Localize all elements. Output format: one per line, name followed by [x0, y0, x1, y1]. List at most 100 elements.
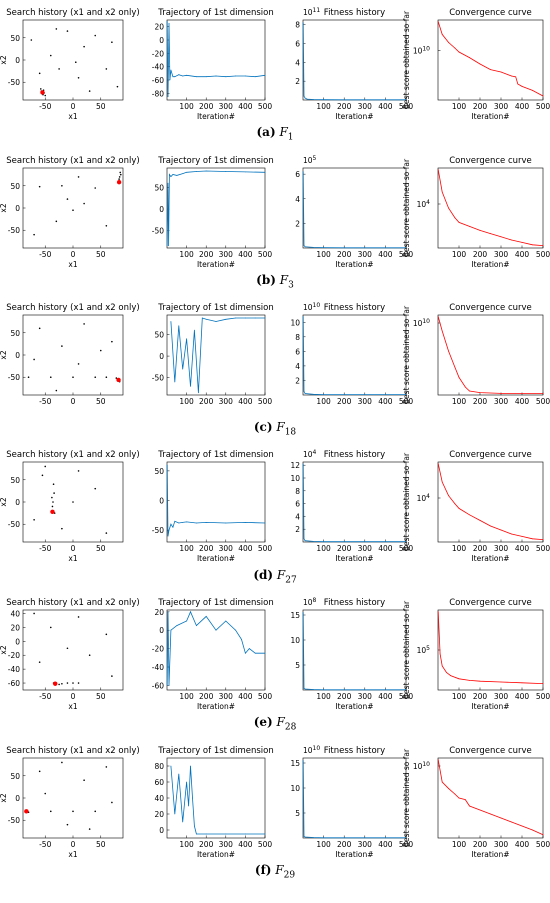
- y-tick-label: -20: [8, 651, 20, 660]
- line-vertex: [312, 689, 314, 690]
- x-tick-label: 400: [378, 250, 393, 259]
- y-tick-label: 0: [15, 637, 20, 646]
- y-tick-label: -40: [8, 665, 20, 674]
- subplot-4-2: Trajectory of 1st dimension 100 200 300 400 5…: [152, 450, 274, 563]
- y-tick-label: 0: [15, 498, 20, 507]
- y-tick-label: 50: [154, 330, 164, 339]
- line-vertex: [511, 75, 512, 77]
- y-tick-label: -50: [8, 373, 20, 382]
- subplot-title: Fitness history: [324, 746, 385, 756]
- y-tick-label: 15: [290, 759, 300, 768]
- x-tick-label: 500: [258, 102, 273, 111]
- line-vertex: [190, 765, 191, 767]
- x-tick-label: 100: [316, 840, 331, 849]
- line-vertex: [167, 96, 169, 98]
- line-vertex: [343, 99, 345, 101]
- axes-frame: [437, 314, 544, 396]
- line-vertex: [194, 825, 195, 827]
- x-tick-label: 200: [473, 102, 488, 111]
- y-tick-exponent: 4: [426, 493, 430, 500]
- y-tick-label: -50: [152, 227, 164, 236]
- x-tick-label: 200: [337, 102, 352, 111]
- search-point: [111, 41, 113, 44]
- subplot-title: Trajectory of 1st dimension: [157, 746, 273, 756]
- search-point: [105, 224, 108, 227]
- line-vertex: [312, 99, 314, 100]
- subplot-title: Convergence curve: [449, 746, 532, 756]
- line-vertex: [500, 71, 502, 73]
- subplot-title: Trajectory of 1st dimension: [157, 8, 273, 18]
- best-point: [40, 90, 45, 95]
- x-axis-label: Iteration#: [471, 260, 509, 269]
- search-point: [58, 68, 60, 70]
- x-tick-label: 400: [515, 397, 530, 406]
- convergence-line: [437, 21, 544, 97]
- caption-function: F: [276, 420, 285, 434]
- line-vertex: [194, 329, 195, 331]
- x-axis-label: Iteration#: [335, 554, 373, 563]
- search-point: [33, 518, 35, 521]
- line-vertex: [312, 837, 314, 838]
- x-axis-label: Iteration#: [335, 112, 373, 121]
- subplot-title: Fitness history: [324, 598, 385, 608]
- x-axis-label: x1: [68, 554, 77, 563]
- line-vertex: [304, 540, 306, 542]
- line-vertex: [225, 76, 227, 78]
- line-vertex: [186, 620, 188, 622]
- line-vertex: [166, 464, 168, 466]
- axes-frame: [166, 757, 266, 839]
- line-vertex: [448, 788, 449, 789]
- line-vertex: [304, 688, 306, 690]
- line-vertex: [405, 247, 407, 249]
- y-tick-label: 20: [154, 23, 164, 32]
- axis-exponent-power: 4: [313, 449, 317, 456]
- x-tick-label: 300: [494, 102, 509, 111]
- x-tick-label: 200: [199, 250, 214, 259]
- line-vertex: [182, 821, 184, 823]
- series-line: [166, 21, 266, 97]
- line-vertex: [323, 247, 324, 249]
- line-vertex: [245, 171, 246, 173]
- y-tick-label: 12: [290, 461, 300, 470]
- x-tick-label: 300: [219, 692, 234, 701]
- line-vertex: [245, 522, 246, 523]
- y-tick-label: 50: [10, 182, 20, 191]
- line-vertex: [182, 522, 184, 523]
- y-tick-label: 8: [295, 487, 300, 496]
- series-line: [166, 610, 265, 686]
- search-point: [51, 505, 54, 508]
- subfigure-caption: (f) F29: [0, 863, 550, 880]
- y-tick-label: 2: [295, 77, 300, 86]
- line-vertex: [517, 83, 519, 85]
- y-tick-label: -60: [152, 76, 164, 85]
- line-vertex: [166, 245, 168, 247]
- line-vertex: [532, 538, 533, 540]
- line-vertex: [303, 391, 305, 392]
- line-vertex: [235, 317, 237, 319]
- line-vertex: [405, 99, 407, 101]
- subfigure-caption: (b) F3: [0, 273, 550, 290]
- axes-frame: [22, 167, 124, 249]
- x-tick-label: 400: [378, 840, 393, 849]
- x-axis-label: Iteration#: [197, 850, 235, 859]
- line-vertex: [182, 75, 184, 77]
- y-axis-label: Best score obtained so far: [402, 10, 411, 109]
- line-vertex: [479, 520, 481, 521]
- line-vertex: [521, 242, 523, 243]
- subplot-3-3: Fitness history 1010 100 200 300 400 500 10 8 6 4 2: [290, 302, 413, 406]
- y-tick-label: 6: [295, 170, 300, 179]
- line-vertex: [254, 652, 256, 654]
- x-tick-label: -50: [39, 102, 51, 111]
- x-tick-label: 200: [199, 102, 214, 111]
- search-point: [52, 501, 54, 503]
- x-tick-label: 400: [515, 840, 530, 849]
- y-tick-label: 105: [417, 645, 431, 655]
- line-vertex: [168, 529, 170, 531]
- line-vertex: [458, 678, 460, 680]
- y-tick-label: 50: [10, 476, 20, 485]
- line-vertex: [245, 317, 246, 319]
- line-vertex: [479, 680, 481, 682]
- line-vertex: [196, 76, 197, 78]
- x-tick-label: 100: [179, 102, 194, 111]
- subplot-1-3: Fitness history 1011 100 200 300 400 500 Iterat…: [295, 7, 413, 121]
